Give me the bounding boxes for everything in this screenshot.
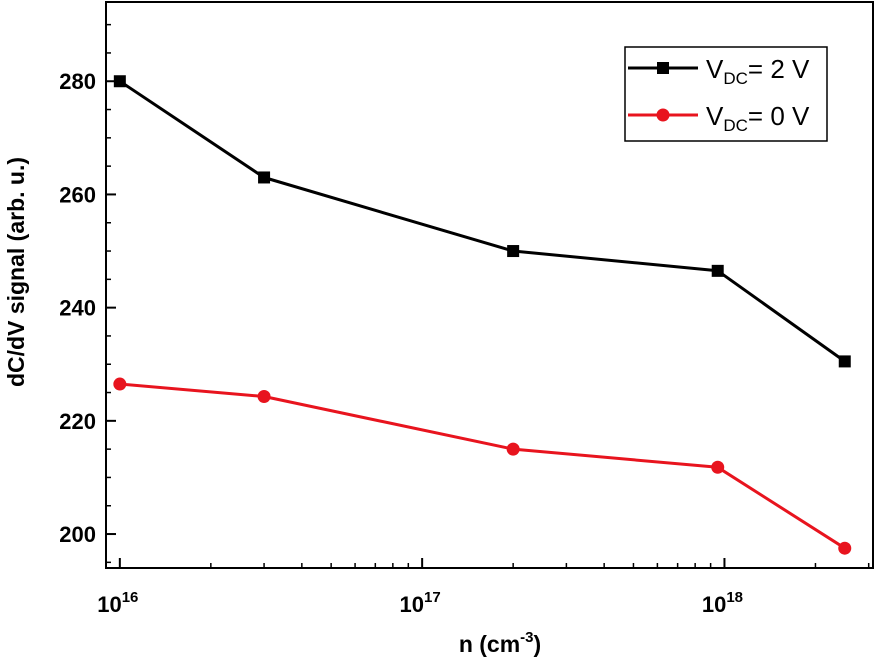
x-tick-label: 1018 (702, 589, 743, 617)
plot-frame (105, 1, 874, 569)
series-1-point (113, 75, 126, 88)
y-axis-title: dC/dV signal (arb. u.) (3, 157, 29, 387)
x-tick-label-base: 10 (702, 592, 726, 617)
x-tick-label-exp: 16 (122, 589, 139, 606)
legend-marker-series-1 (657, 62, 669, 74)
x-tick-label: 1016 (97, 589, 138, 617)
series-1-point (507, 245, 520, 258)
legend-marker-series-2 (656, 108, 670, 122)
y-tick-labels: 200 220 240 260 280 (59, 69, 96, 547)
series-1-point (838, 355, 851, 368)
x-tick-labels: 1016 1017 1018 (97, 589, 743, 617)
y-tick-label: 280 (59, 69, 96, 94)
x-tick-label-exp: 18 (726, 589, 743, 606)
series-2-line (119, 382, 846, 550)
series-2-point (838, 541, 852, 555)
y-tick-label: 260 (59, 182, 96, 207)
x-tick-label-base: 10 (400, 592, 424, 617)
series-layer (113, 75, 852, 555)
x-axis-title-end: ) (534, 631, 542, 657)
y-tick-label: 200 (59, 522, 96, 547)
y-tick-label: 220 (59, 409, 96, 434)
x-tick-label: 1017 (400, 589, 441, 617)
x-tick-label-base: 10 (97, 592, 121, 617)
series-2-point (711, 460, 725, 474)
legend: VDC= 2 V VDC= 0 V (624, 46, 828, 142)
x-tick-label-exp: 17 (424, 589, 441, 606)
series-2-point (506, 442, 520, 456)
legend-label-series-1: VDC= 2 V (706, 54, 810, 88)
x-axis-title-base: n (cm (459, 631, 520, 657)
x-axis-title: n (cm-3) (459, 629, 541, 657)
y-tick-label: 240 (59, 296, 96, 321)
series-1-point (711, 264, 724, 277)
series-1-point (258, 171, 271, 184)
series-2-point (257, 390, 271, 404)
series-2-point (113, 377, 127, 391)
x-axis-title-sup: -3 (520, 629, 533, 646)
legend-label-series-2: VDC= 0 V (706, 101, 810, 135)
